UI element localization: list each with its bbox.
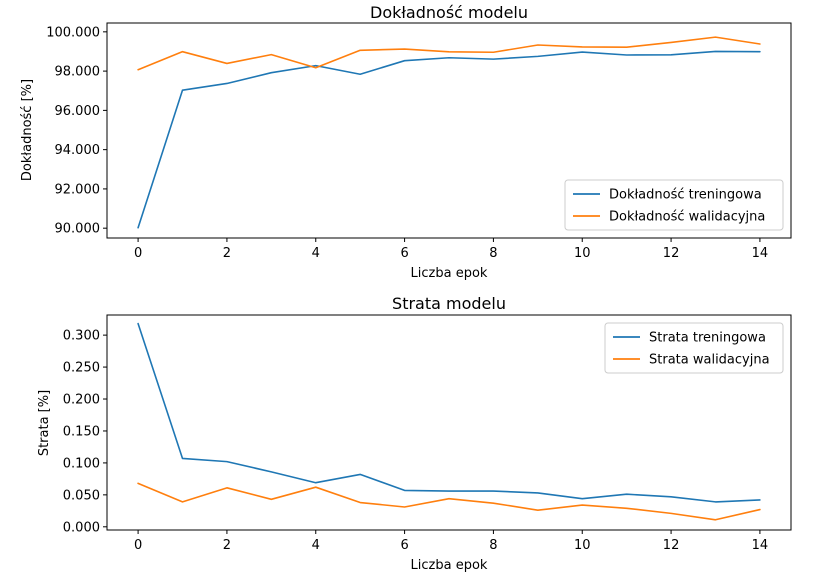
y-tick-label: 0.100: [63, 456, 100, 471]
x-tick-label: 6: [400, 538, 408, 553]
chart-title: Dokładność modelu: [370, 3, 528, 22]
y-tick-label: 0.300: [63, 329, 100, 344]
x-tick-label: 12: [663, 538, 680, 553]
y-tick-label: 96.000: [55, 104, 101, 119]
y-tick-label: 0.050: [63, 488, 100, 503]
x-tick-label: 12: [663, 246, 680, 261]
y-tick-label: 100.000: [46, 25, 100, 40]
y-tick-label: 98.000: [55, 65, 101, 80]
x-tick-label: 8: [489, 246, 497, 261]
legend-label-1: Dokładność walidacyjna: [609, 210, 765, 225]
chart-title: Strata modelu: [392, 294, 506, 313]
y-tick-label: 0.250: [63, 361, 100, 376]
x-tick-label: 2: [223, 246, 231, 261]
accuracy-chart: Dokładność modelu 0 2 4 6 8 10 12 14 90.000 92.00…: [20, 3, 792, 281]
x-axis-label: Liczba epok: [411, 558, 488, 573]
legend-box: [604, 322, 784, 374]
series-line-1: [137, 36, 761, 71]
x-tick-label: 2: [223, 538, 231, 553]
y-axis-label: Dokładność [%]: [20, 79, 35, 181]
y-tick-label: 92.000: [55, 182, 101, 197]
legend-box: [564, 179, 784, 231]
x-tick-label: 10: [574, 246, 591, 261]
loss-chart: Strata modelu 0 2 4 6 8 10 12 14 0.000 0.050 0.100…: [37, 294, 792, 573]
legend-label-1: Strata walidacyjna: [649, 353, 770, 368]
legend-label-0: Strata treningowa: [649, 331, 766, 346]
x-tick-label: 0: [134, 246, 142, 261]
legend: Strata treningowa Strata walidacyjna: [604, 322, 784, 374]
y-tick-label: 0.150: [63, 424, 100, 439]
series-line-0: [137, 50, 761, 229]
y-tick-label: 0.200: [63, 393, 100, 408]
x-tick-label: 8: [489, 538, 497, 553]
plot-frame: [106, 22, 792, 239]
x-tick-label: 4: [312, 246, 320, 261]
x-axis-label: Liczba epok: [411, 266, 488, 281]
plot-frame: [106, 314, 792, 531]
x-tick-label: 10: [574, 538, 591, 553]
series-line-1: [137, 482, 761, 521]
x-tick-label: 14: [752, 538, 769, 553]
x-tick-label: 0: [134, 538, 142, 553]
y-axis-label: Strata [%]: [37, 390, 52, 456]
x-tick-label: 4: [312, 538, 320, 553]
y-tick-label: 0.000: [63, 520, 100, 535]
legend: Dokładność treningowa Dokładność walidacy…: [564, 179, 784, 231]
series-line-0: [137, 322, 761, 503]
y-tick-label: 94.000: [55, 143, 101, 158]
x-tick-label: 6: [400, 246, 408, 261]
legend-label-0: Dokładność treningowa: [609, 188, 762, 203]
y-tick-label: 90.000: [55, 222, 101, 237]
x-tick-label: 14: [752, 246, 769, 261]
